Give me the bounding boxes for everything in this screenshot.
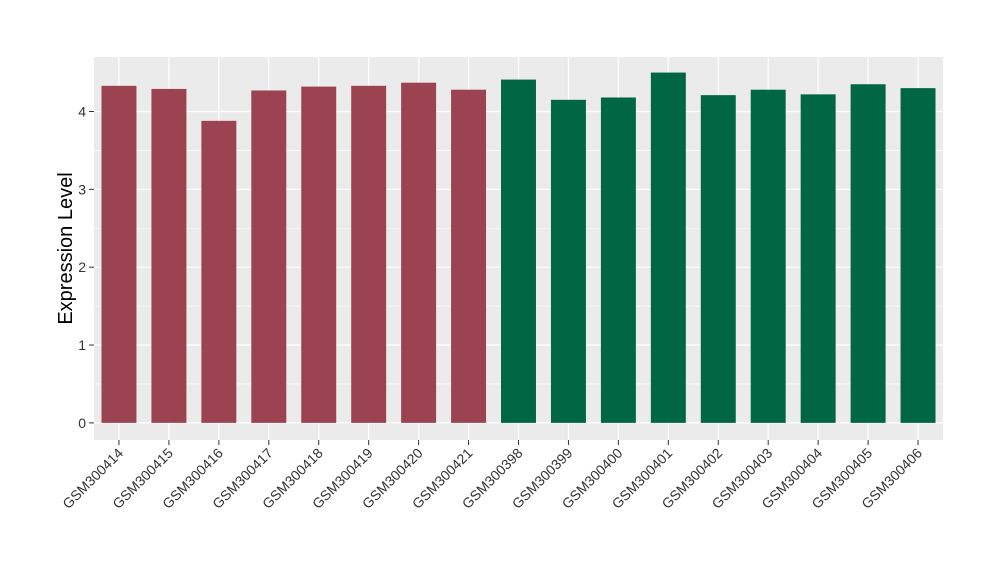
bar-gsm300398 [501,79,536,423]
y-axis-label: Expression Level [55,172,77,324]
bar-gsm300419 [351,85,387,423]
bar-gsm300403 [750,89,786,423]
bar-gsm300415 [151,88,187,423]
y-tick-label: 1 [78,337,86,353]
y-tick-label: 2 [78,259,86,275]
x-axis: GSM300414GSM300415GSM300416GSM300417GSM3… [59,440,925,512]
bars [101,72,936,423]
y-axis: 0 1 2 3 4 [78,103,94,431]
bar-gsm300417 [251,90,287,423]
bar-gsm300401 [650,72,686,423]
bar-gsm300404 [800,94,836,423]
bar-gsm300402 [700,95,736,423]
y-tick-label: 4 [78,103,86,119]
y-tick-label: 0 [78,415,86,431]
bar-gsm300421 [451,89,487,423]
bar-gsm300399 [550,99,586,423]
bar-gsm300414 [101,85,137,423]
bar-gsm300400 [600,97,636,423]
bar-gsm300406 [900,88,936,423]
bar-gsm300418 [301,86,337,423]
bar-gsm300420 [401,82,437,423]
y-tick-label: 3 [78,181,86,197]
bar-gsm300416 [201,120,237,423]
bar-gsm300405 [850,84,886,423]
